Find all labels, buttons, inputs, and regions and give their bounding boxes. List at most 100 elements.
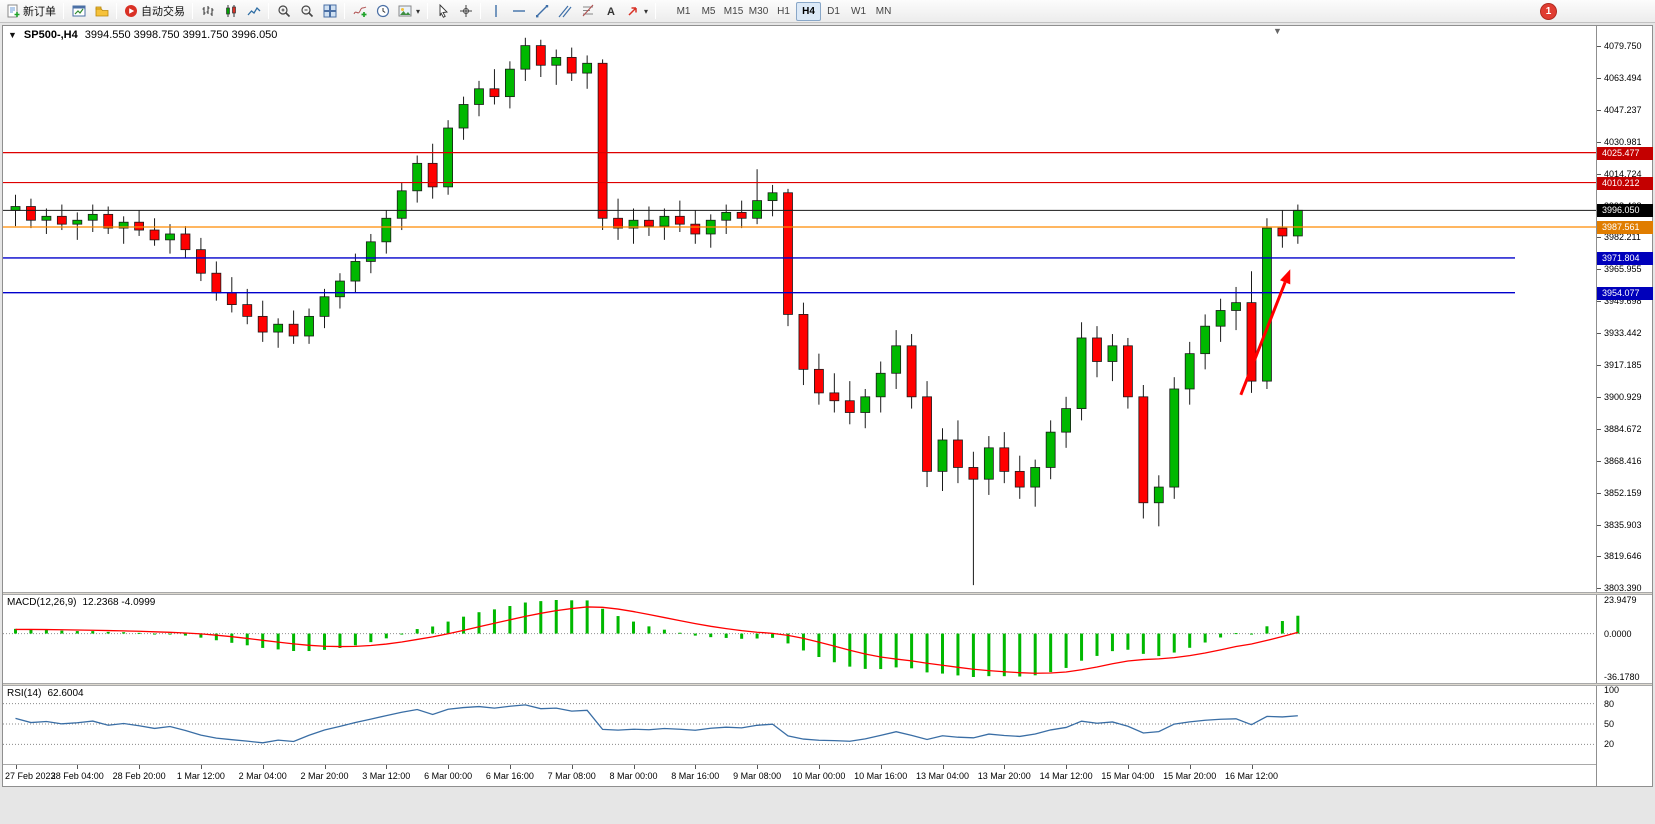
time-axis[interactable]: 27 Feb 2023 28 Feb 04:00 28 Feb 20:00 1 Mar…: [3, 764, 1596, 786]
fibonacci-tool-button[interactable]: [576, 1, 599, 21]
candle-body: [1014, 470, 1025, 488]
macd-histogram-bar: [1172, 633, 1176, 653]
tab-timeframe-M30[interactable]: M30: [746, 2, 771, 21]
arrows-tool-button[interactable]: ▾: [622, 1, 652, 21]
auto-trading-button[interactable]: 自动交易: [120, 1, 189, 21]
price-tick-label: 3835.903: [1604, 519, 1642, 530]
macd-panel-canvas[interactable]: [3, 595, 1596, 683]
chevron-down-icon: ▾: [416, 6, 421, 16]
trend-arrow-head[interactable]: [1280, 269, 1291, 285]
rsi-panel-canvas[interactable]: [3, 686, 1596, 764]
macd-histogram-bar: [1234, 633, 1238, 635]
one-click-trading-toggle[interactable]: ▼: [8, 30, 17, 40]
bar-chart-type-button[interactable]: [196, 1, 219, 21]
candle-body: [551, 56, 562, 66]
vertical-line-tool-button[interactable]: [484, 1, 507, 21]
macd-histogram-bar: [724, 633, 728, 638]
macd-histogram-bar: [817, 633, 821, 658]
chart-plot-area[interactable]: ▼ SP500-,H4 3994.550 3998.750 3991.750 3…: [3, 26, 1596, 786]
macd-histogram-bar: [678, 632, 682, 634]
tab-timeframe-H1[interactable]: H1: [771, 2, 796, 21]
indicators-button[interactable]: [348, 1, 371, 21]
time-label: 27 Feb 2023: [5, 771, 56, 781]
tab-timeframe-M15[interactable]: M15: [721, 2, 746, 21]
chart-window-icon: [72, 5, 85, 17]
tab-timeframe-D1[interactable]: D1: [821, 2, 846, 21]
panel-splitter[interactable]: [3, 683, 1652, 686]
toolbar-separator: [427, 3, 429, 19]
price-axis-tick: [1597, 78, 1601, 79]
text-tool-icon: A: [607, 6, 615, 18]
time-label: 15 Mar 04:00: [1101, 771, 1155, 781]
candlestick-chart-type-button[interactable]: [219, 1, 242, 21]
price-axis-tick: [1597, 460, 1601, 462]
templates-button[interactable]: ▾: [394, 1, 424, 21]
chart-window-button[interactable]: [67, 1, 90, 21]
tab-timeframe-MN[interactable]: MN: [871, 2, 896, 21]
tab-timeframe-W1[interactable]: W1: [846, 2, 871, 21]
macd-histogram-bar: [353, 633, 357, 646]
toolbar-separator: [344, 3, 345, 19]
crosshair-tool-button[interactable]: [454, 1, 477, 21]
tile-windows-button[interactable]: [318, 1, 341, 21]
macd-histogram-bar: [894, 633, 898, 668]
candle-body: [458, 104, 469, 129]
candle-body: [1107, 345, 1118, 362]
horizontal-line-tool-button[interactable]: [507, 1, 530, 21]
line-chart-type-button[interactable]: [242, 1, 265, 21]
zoom-in-button[interactable]: [272, 1, 295, 21]
trendline-tool-button[interactable]: [530, 1, 553, 21]
tab-timeframe-H4[interactable]: H4: [796, 1, 822, 21]
time-label: 9 Mar 08:00: [733, 771, 782, 781]
periods-button[interactable]: [371, 1, 394, 21]
time-axis-tick: [633, 765, 635, 769]
candle-body: [87, 213, 98, 221]
time-axis-tick: [695, 765, 697, 769]
candle-body: [1076, 337, 1087, 409]
rsi-axis-label: 100: [1604, 685, 1620, 695]
macd-histogram-bar: [1064, 633, 1068, 668]
channel-tool-button[interactable]: [553, 1, 576, 21]
candle-body: [983, 447, 994, 480]
cursor-tool-button[interactable]: [431, 1, 454, 21]
candle-body: [396, 190, 407, 219]
price-tag: 3996.050: [1597, 204, 1653, 218]
macd-histogram-bar: [168, 633, 172, 635]
candle-body: [1262, 227, 1272, 382]
panel-splitter[interactable]: [3, 592, 1652, 595]
price-tick-label: 3852.159: [1604, 487, 1642, 498]
time-label: 13 Mar 04:00: [915, 771, 970, 781]
macd-axis-label: 23.9479: [1604, 595, 1637, 605]
price-tick-label: 3900.929: [1604, 391, 1642, 402]
macd-histogram-bar: [137, 632, 141, 634]
zoom-out-button[interactable]: [295, 1, 318, 21]
candle-body: [350, 261, 361, 282]
macd-histogram-bar: [1203, 633, 1207, 643]
tab-timeframe-M1[interactable]: M1: [671, 2, 696, 21]
text-tool-button[interactable]: A: [599, 1, 622, 21]
price-axis[interactable]: 4079.750 4063.494 4047.237 4030.981 4014.724…: [1596, 26, 1653, 786]
chart-shift-marker[interactable]: ▼: [1273, 26, 1282, 36]
periods-icon: [376, 4, 389, 18]
macd-histogram-bar: [956, 633, 960, 676]
new-order-button[interactable]: 新订单: [2, 1, 60, 21]
time-axis-tick: [77, 765, 79, 769]
arrows-tool-icon: [628, 7, 637, 16]
candle-body: [582, 62, 593, 74]
price-axis-tick: [1597, 492, 1601, 494]
time-axis-tick: [880, 765, 882, 769]
price-axis-tick: [1597, 301, 1601, 303]
candle-body: [41, 215, 52, 221]
tab-timeframe-M5[interactable]: M5: [696, 2, 721, 21]
price-axis-tick: [1597, 556, 1601, 558]
price-axis-tick: [1597, 269, 1601, 271]
macd-histogram-bar: [1250, 633, 1253, 635]
time-label: 6 Mar 16:00: [485, 771, 534, 781]
candle-body: [427, 162, 438, 188]
profiles-button[interactable]: [90, 1, 113, 21]
main-chart-canvas[interactable]: [3, 26, 1596, 592]
candle-body: [999, 447, 1010, 472]
notification-badge[interactable]: 1: [1541, 4, 1556, 19]
time-label: 28 Feb 20:00: [112, 771, 166, 781]
trend-arrow-line[interactable]: [1239, 281, 1287, 396]
